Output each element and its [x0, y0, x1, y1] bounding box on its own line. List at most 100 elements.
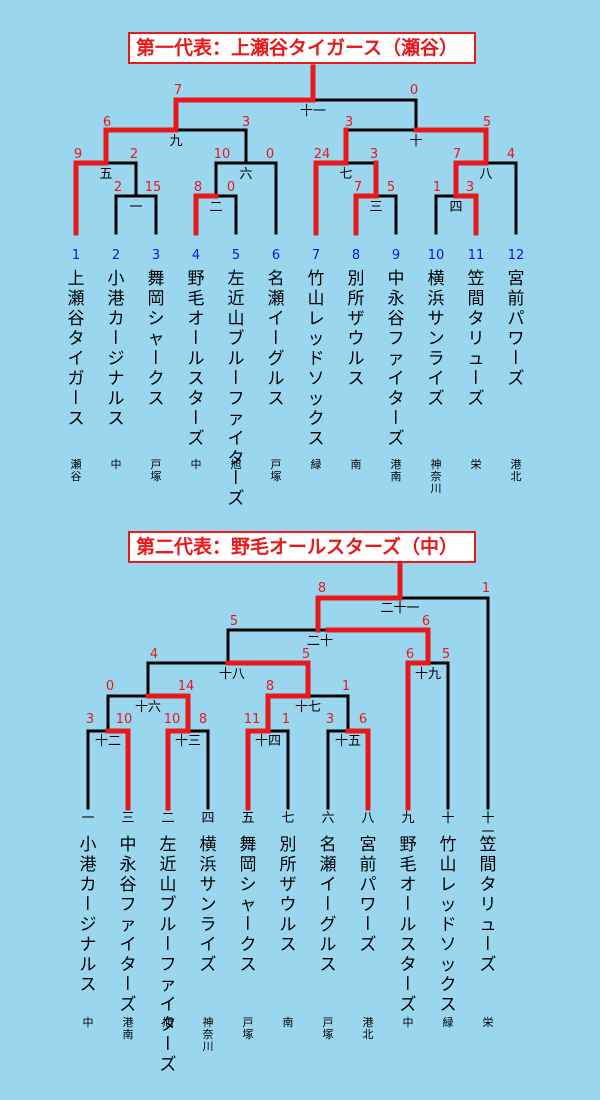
- match-number: 六: [239, 167, 252, 182]
- char: フ: [388, 329, 405, 349]
- char: ス: [68, 409, 85, 429]
- char: ー: [476, 935, 496, 952]
- score-a: 8: [194, 180, 202, 195]
- score-b: 4: [507, 147, 515, 162]
- char: ズ: [120, 995, 137, 1015]
- char: ド: [308, 349, 325, 369]
- score-b: 3: [370, 147, 378, 162]
- char: ラ: [428, 349, 445, 369]
- char: 港: [108, 289, 125, 309]
- char: 栄: [483, 1015, 494, 1029]
- char: 所: [348, 289, 365, 309]
- char: 所: [280, 855, 297, 875]
- char: ッ: [440, 895, 457, 915]
- score-b: 8: [199, 712, 207, 727]
- char: ー: [76, 895, 96, 912]
- team-seed: 一: [81, 811, 94, 826]
- team-seed: 四: [201, 811, 214, 826]
- char: イ: [428, 369, 445, 389]
- team-name: 上瀬谷タイガース: [64, 269, 85, 429]
- char: 舞: [148, 269, 165, 289]
- char: タ: [160, 1015, 177, 1035]
- char: 川: [431, 482, 442, 495]
- bracket2-title: 第二代表：野毛オールスターズ（中）: [128, 531, 476, 563]
- char: 十: [481, 811, 494, 826]
- char: ュ: [468, 349, 485, 369]
- char: ァ: [160, 975, 177, 995]
- team-seed: 11: [468, 248, 485, 263]
- char: イ: [120, 935, 137, 955]
- char: ク: [148, 369, 165, 389]
- score-b: 0: [410, 83, 418, 98]
- char: タ: [468, 309, 485, 329]
- char: 瀬: [68, 289, 85, 309]
- char: ザ: [348, 309, 365, 329]
- char: サ: [200, 875, 217, 895]
- score-a: 5: [230, 614, 238, 629]
- char: 塚: [271, 470, 282, 483]
- char: 南: [123, 1028, 134, 1041]
- match-number: 十九: [415, 667, 441, 682]
- char: フ: [228, 389, 245, 409]
- char: ー: [396, 975, 416, 992]
- char: イ: [200, 935, 217, 955]
- score-a: 8: [318, 581, 326, 596]
- match-number: 八: [479, 167, 492, 182]
- char: ズ: [468, 389, 485, 409]
- team-seed: 八: [361, 811, 374, 826]
- team-area: 旭: [163, 1015, 174, 1029]
- char: 毛: [400, 855, 417, 875]
- char: 野: [188, 269, 205, 289]
- char: ァ: [120, 915, 137, 935]
- char: 間: [468, 289, 485, 309]
- char: 港: [511, 458, 522, 471]
- char: 中: [388, 269, 405, 289]
- char: 七: [281, 811, 294, 826]
- char: ー: [144, 349, 164, 366]
- char: タ: [388, 389, 405, 409]
- char: ル: [188, 349, 205, 369]
- team-area: 旭: [231, 457, 242, 471]
- char: 南: [351, 458, 362, 471]
- match-number: 十三: [175, 734, 201, 749]
- char: シ: [240, 875, 257, 895]
- char: タ: [188, 389, 205, 409]
- char: ュ: [480, 915, 497, 935]
- score-a: 8: [266, 679, 274, 694]
- char: パ: [360, 875, 377, 895]
- char: ジ: [108, 349, 125, 369]
- char: ズ: [428, 389, 445, 409]
- char: イ: [320, 875, 337, 895]
- char: ー: [236, 915, 256, 932]
- score-a: 3: [86, 712, 94, 727]
- team-area: 戸塚: [271, 458, 282, 483]
- team-seed: 10: [428, 248, 445, 263]
- char: 左: [228, 269, 245, 289]
- match-number: 七: [339, 167, 352, 182]
- char: 別: [280, 835, 297, 855]
- team-seed: 5: [232, 248, 240, 263]
- score-a: 6: [103, 115, 111, 130]
- team-area: 戸塚: [323, 1016, 334, 1041]
- char: タ: [480, 875, 497, 895]
- char: カ: [80, 875, 97, 895]
- match-number: 十七: [295, 700, 321, 715]
- team-seed: 五: [241, 811, 254, 826]
- char: ー: [224, 469, 244, 486]
- char: 塚: [243, 1028, 254, 1041]
- char: 奈: [203, 1027, 214, 1041]
- score-b: 1: [342, 679, 350, 694]
- char: 谷: [388, 309, 405, 329]
- team-seed: 9: [392, 248, 400, 263]
- char: ル: [160, 915, 177, 935]
- char: ズ: [400, 995, 417, 1015]
- char: 瀬: [268, 289, 285, 309]
- char: 港: [123, 1016, 134, 1029]
- char: ス: [108, 409, 125, 429]
- team-seed: 七: [281, 811, 294, 826]
- char: ー: [264, 329, 284, 346]
